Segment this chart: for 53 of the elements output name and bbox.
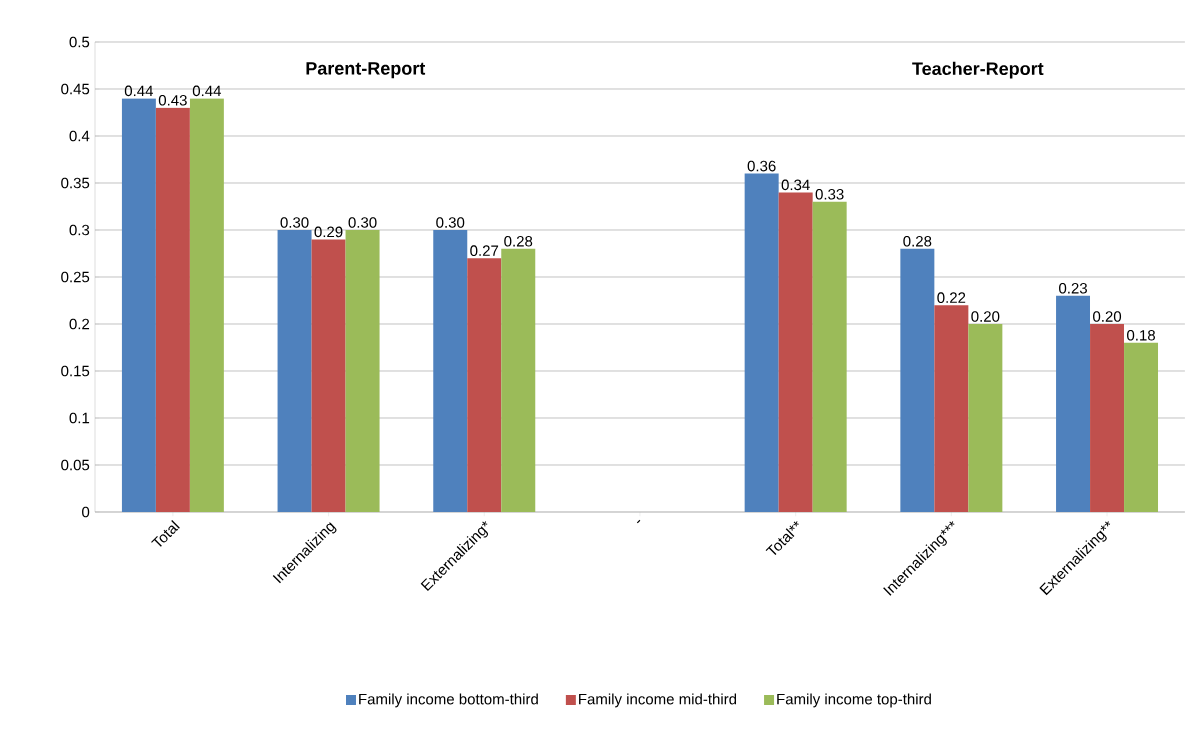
- bar: [744, 173, 779, 512]
- legend-label: Family income mid-third: [579, 693, 737, 708]
- bar: [934, 305, 969, 512]
- bar: [189, 98, 224, 512]
- bar: [968, 323, 1003, 512]
- bar: [277, 230, 312, 512]
- data-label: 0.20: [1093, 311, 1122, 322]
- y-tick-label: 0.45: [61, 83, 90, 95]
- data-label: 0.22: [937, 292, 966, 303]
- bar: [155, 107, 190, 512]
- x-tick-label: -: [636, 519, 641, 524]
- y-tick-label: 0.3: [69, 224, 90, 236]
- legend-label: Family income bottom-third: [359, 693, 538, 708]
- data-label: 0.34: [781, 179, 810, 191]
- data-label: 0.43: [158, 94, 187, 106]
- bar: [501, 248, 536, 512]
- annotation: Teacher-Report: [912, 61, 1044, 79]
- y-tick-label: 0.25: [61, 271, 90, 283]
- data-label: 0.27: [470, 245, 499, 256]
- data-label: 0.36: [747, 160, 776, 172]
- legend-label: Family income top-third: [777, 693, 931, 708]
- bar: [311, 239, 346, 512]
- bar: [467, 258, 502, 512]
- data-label: 0.20: [971, 311, 1000, 322]
- bar: [121, 98, 156, 512]
- bar: [812, 201, 847, 512]
- bar: [1056, 295, 1091, 512]
- bar: [900, 248, 935, 512]
- data-label: 0.28: [504, 235, 533, 247]
- data-label: 0.44: [192, 85, 222, 97]
- bar: [345, 230, 380, 512]
- y-tick-label: 0: [82, 506, 90, 518]
- y-tick-label: 0.35: [61, 177, 90, 189]
- y-tick-label: 0.5: [69, 36, 90, 48]
- data-label: 0.30: [436, 217, 465, 228]
- bar: [433, 230, 468, 512]
- bar: [778, 192, 813, 512]
- bar: [1124, 342, 1159, 512]
- data-label: 0.44: [124, 85, 154, 97]
- data-label: 0.33: [815, 188, 844, 200]
- bar: [1090, 323, 1125, 512]
- y-tick-label: 0.4: [69, 130, 90, 142]
- y-tick-label: 0.05: [61, 459, 90, 471]
- data-label: 0.30: [280, 217, 309, 228]
- data-label: 0.29: [314, 226, 343, 238]
- data-label: 0.28: [903, 235, 932, 247]
- data-label: 0.18: [1127, 329, 1155, 341]
- y-tick-label: 0.15: [61, 365, 90, 377]
- y-tick-label: 0.2: [69, 318, 90, 330]
- data-label: 0.23: [1059, 282, 1087, 294]
- annotation: Parent-Report: [306, 62, 426, 79]
- y-tick-label: 0.1: [69, 412, 90, 424]
- data-label: 0.30: [348, 217, 377, 228]
